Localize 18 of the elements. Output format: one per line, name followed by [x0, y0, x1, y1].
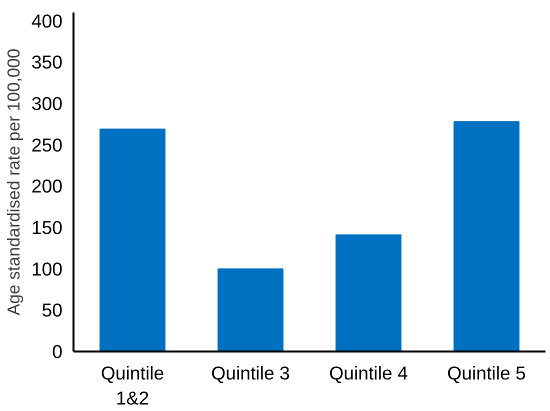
y-tick-label: 350 — [31, 52, 63, 73]
x-tick-label: Quintile 3 — [211, 362, 290, 384]
y-tick-label: 250 — [31, 134, 63, 156]
x-tick-label: Quintile 5 — [447, 362, 526, 384]
y-tick-label: 300 — [31, 92, 63, 114]
y-tick-label: 400 — [31, 10, 63, 32]
y-tick-label: 0 — [52, 341, 63, 362]
x-tick-label: Quintile 1&2 — [100, 362, 164, 409]
bar — [100, 128, 166, 352]
bar — [336, 234, 402, 352]
y-axis-title: Age standardised rate per 100,000 — [3, 48, 24, 316]
y-tick-label: 100 — [31, 258, 63, 280]
y-tick-label: 200 — [31, 176, 63, 197]
bar — [454, 121, 520, 352]
bar — [218, 268, 284, 352]
y-tick-label: 50 — [42, 300, 63, 321]
x-tick-label: Quintile 4 — [329, 362, 408, 384]
y-tick-label: 150 — [31, 216, 63, 238]
